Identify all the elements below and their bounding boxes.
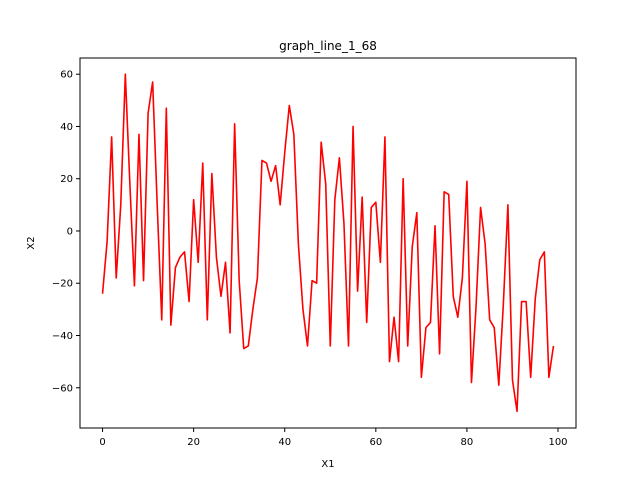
y-tick-label: 0 — [67, 226, 73, 237]
plot-area — [101, 73, 555, 413]
x-axis-label: X1 — [321, 459, 334, 470]
x-tick-label: 0 — [99, 437, 105, 448]
chart-title: graph_line_1_68 — [279, 39, 377, 53]
y-tick-label: −40 — [52, 331, 73, 342]
y-tick-label: 60 — [60, 70, 73, 81]
y-tick-label: 20 — [60, 174, 73, 185]
x-tick-label: 80 — [461, 437, 474, 448]
x-tick-label: 40 — [278, 437, 291, 448]
x-tick-label: 100 — [548, 437, 567, 448]
y-axis-ticks: −60 −40 −20 0 20 40 60 — [52, 70, 80, 394]
plot-frame — [79, 57, 577, 429]
x-axis-ticks: 0 20 40 60 80 100 — [99, 428, 568, 448]
y-tick-label: −60 — [52, 383, 73, 394]
series-line-0 — [101, 73, 555, 413]
y-tick-label: −20 — [52, 279, 73, 290]
x-tick-label: 60 — [369, 437, 382, 448]
y-tick-label: 40 — [60, 122, 73, 133]
y-axis-label: X2 — [26, 236, 37, 249]
x-tick-label: 20 — [187, 437, 200, 448]
